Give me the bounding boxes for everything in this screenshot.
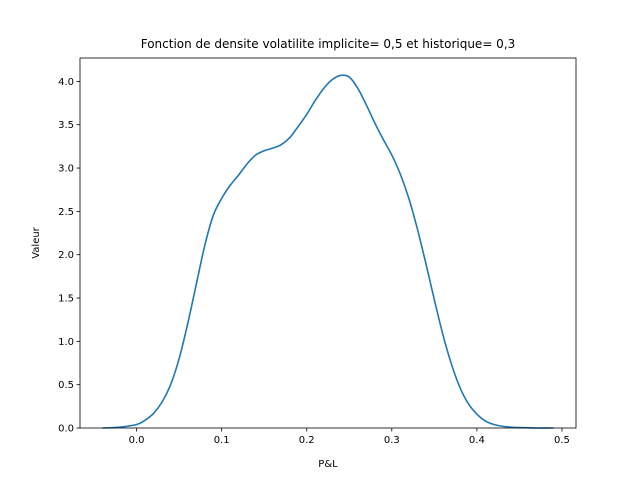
x-tick-label: 0.5 [554,435,570,446]
y-tick-label: 3.5 [58,120,74,131]
y-axis-label: Valeur [31,226,42,258]
x-tick-label: 0.2 [299,435,315,446]
x-tick-label: 0.1 [214,435,230,446]
ticks-group: 0.0 0.1 0.2 0.3 0.4 0.5 0.0 0.5 1.0 1.5 2.0 2.5 3.0 3… [58,77,570,446]
chart-title: Fonction de densite volatilite implicite… [141,37,516,51]
x-tick-label: 0.4 [469,435,485,446]
y-tick-label: 4.0 [58,77,74,88]
y-tick-label: 1.5 [58,294,74,305]
y-tick-label: 0.0 [58,424,74,435]
y-tick-label: 2.5 [58,207,74,218]
axes-frame [79,57,577,429]
x-tick-label: 0.0 [129,435,145,446]
y-tick-label: 1.0 [58,337,74,348]
y-tick-label: 2.0 [58,250,74,261]
plot-area [102,74,554,429]
x-tick-label: 0.3 [384,435,400,446]
y-tick-label: 0.5 [58,380,74,391]
x-axis-label: P&L [318,459,338,470]
y-tick-label: 3.0 [58,164,74,175]
density-line [102,74,554,429]
